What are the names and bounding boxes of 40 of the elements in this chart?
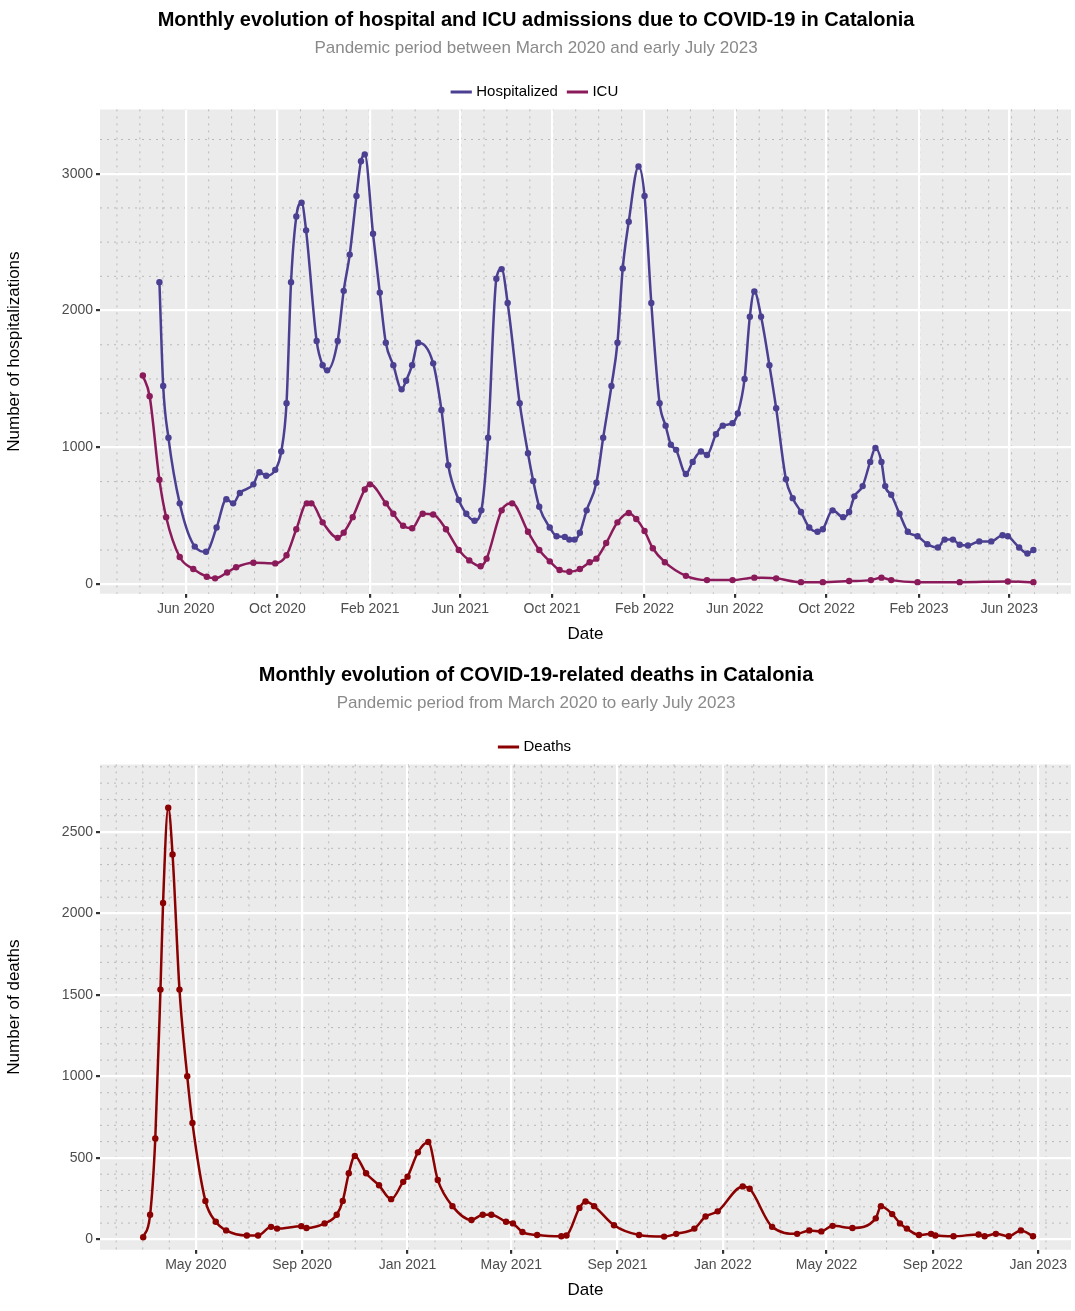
chart-title: Monthly evolution of hospital and ICU admissions due to COVID-19 in Catalonia [157,7,916,30]
y-tick-label: 2000 [61,904,94,921]
y-tick-label: 1500 [61,985,94,1002]
x-tick-label: Sep 2020 [272,1256,333,1273]
chart-title: Monthly evolution of COVID-19-related deaths in Catalonia [258,662,815,685]
y-tick-label: 2500 [61,822,94,839]
x-tick-label: Jun 2023 [980,600,1039,617]
x-tick-label: Jan 2023 [1009,1256,1068,1273]
x-tick-label: Sep 2022 [902,1256,963,1273]
x-tick-label: May 2022 [795,1256,858,1273]
x-axis-title: Date [567,624,604,644]
x-tick-label: Feb 2021 [340,600,400,617]
x-tick-label: Oct 2020 [249,600,307,617]
x-tick-label: Jun 2020 [156,600,215,617]
x-axis-title: Date [567,1280,604,1300]
y-tick-label: 3000 [61,164,94,181]
legend-label: ICU [592,82,619,100]
x-tick-label: Jan 2022 [694,1256,752,1273]
x-tick-label: May 2021 [480,1256,543,1273]
legend-label: Deaths [523,737,572,755]
y-tick-label: 1000 [61,438,94,455]
x-tick-label: Sep 2021 [587,1256,648,1273]
x-tick-label: May 2020 [165,1256,227,1273]
y-tick-label: 0 [85,575,94,592]
y-tick-label: 500 [69,1148,94,1165]
legend-label: Hospitalized [476,82,558,100]
x-tick-label: Jun 2022 [705,600,764,617]
x-tick-label: Feb 2022 [614,600,675,617]
y-tick-label: 0 [85,1230,94,1247]
y-tick-label: 2000 [61,301,94,318]
chart-subtitle: Pandemic period from March 2020 to early July 2023 [336,692,736,712]
x-tick-label: Feb 2023 [889,600,949,617]
x-tick-label: Oct 2022 [798,600,856,617]
x-tick-label: Jan 2021 [378,1256,437,1273]
y-tick-label: 1000 [61,1067,94,1084]
y-axis-title: Number of deaths [3,939,23,1075]
x-tick-label: Jun 2021 [431,600,490,617]
y-axis-title: Number of hospitalizations [3,251,23,452]
x-tick-label: Oct 2021 [523,600,581,617]
chart-subtitle: Pandemic period between March 2020 and early July 2023 [314,37,758,57]
